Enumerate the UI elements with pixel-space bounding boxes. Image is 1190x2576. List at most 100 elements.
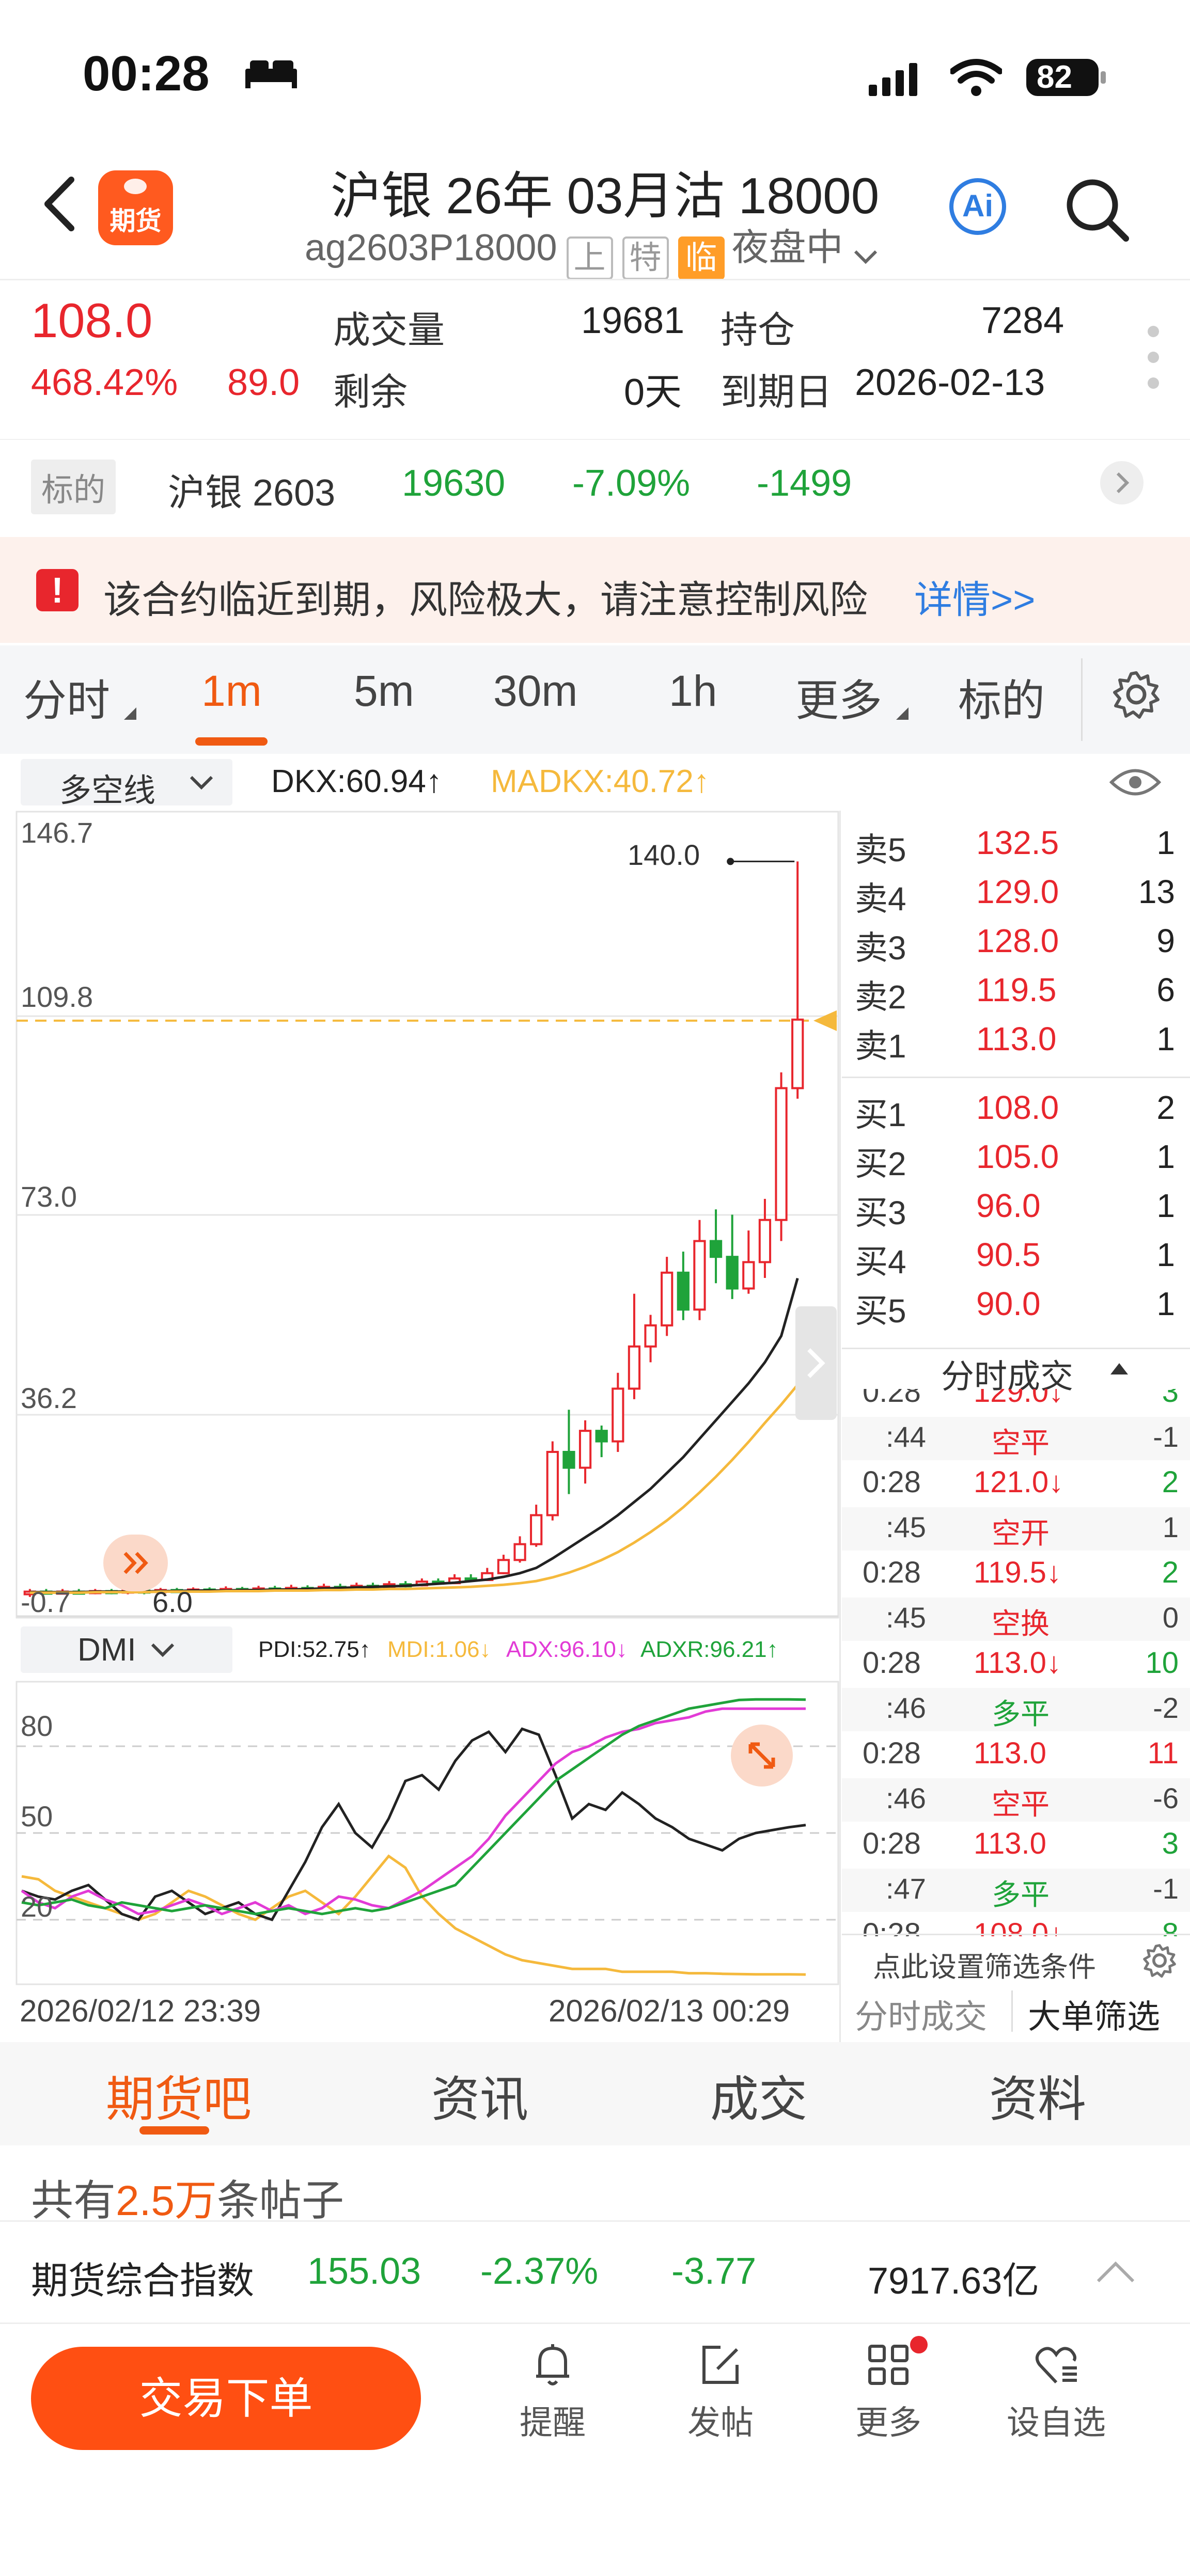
trade-price: 121.0↓ xyxy=(974,1465,1064,1499)
trade-qty: 10 xyxy=(1145,1646,1179,1680)
tab-large-orders[interactable]: 大单筛选 xyxy=(1028,1998,1160,2035)
corner-triangle-icon xyxy=(124,707,136,722)
trade-delta: -6 xyxy=(1153,1782,1179,1814)
trade-detail-bg xyxy=(842,1417,1190,1460)
trade-order-button[interactable]: 交易下单 xyxy=(31,2347,421,2450)
double-chevron-right-icon[interactable] xyxy=(103,1535,168,1591)
ask-row-5[interactable]: 卖5 132.5 1 xyxy=(855,824,1185,873)
bid-price: 96.0 xyxy=(976,1187,1041,1224)
tab-timeshare[interactable]: 分时 xyxy=(23,676,111,725)
dkx-value: DKX:60.94↑ xyxy=(271,764,442,799)
ask-qty: 13 xyxy=(1138,873,1175,910)
tab-1m[interactable]: 1m xyxy=(201,667,262,715)
adx-line xyxy=(21,1698,806,1916)
tab-forum[interactable]: 期货吧 xyxy=(106,2072,252,2126)
chevron-up-icon[interactable] xyxy=(1095,2261,1136,2286)
tab-profile[interactable]: 资料 xyxy=(989,2072,1087,2126)
dmi-chart[interactable] xyxy=(15,1681,839,1985)
adxr-line xyxy=(21,1727,806,1922)
candles xyxy=(23,861,804,1597)
indicator-selector[interactable]: 多空线 xyxy=(21,759,232,809)
trade-time: 0:28 xyxy=(863,1556,921,1589)
ask-price: 132.5 xyxy=(976,824,1059,861)
bid-row-2[interactable]: 买2 105.0 1 xyxy=(855,1137,1185,1187)
ask-qty: 6 xyxy=(1156,971,1175,1008)
dmi-selector[interactable]: DMI xyxy=(21,1626,232,1673)
ask-price: 113.0 xyxy=(976,1020,1057,1057)
index-pct: -2.37% xyxy=(480,2251,599,2292)
chevron-right-icon[interactable] xyxy=(1100,461,1144,504)
trade-qty: 2 xyxy=(1162,1556,1179,1589)
dmi-y80: 80 xyxy=(21,1710,53,1742)
tag-special: 特 xyxy=(622,236,669,280)
contract-subline[interactable]: ag2603P18000 上特临夜盘中 xyxy=(305,217,879,280)
tab-underlying[interactable]: 标的 xyxy=(958,676,1045,725)
candle-body xyxy=(677,1271,690,1311)
candlestick-chart[interactable] xyxy=(15,811,839,1619)
trade-time: 0:28 xyxy=(863,1917,921,1936)
more-vertical-icon[interactable] xyxy=(1146,324,1161,393)
underlying-row[interactable]: 标的 沪银 2603 19630 -7.09% -1499 xyxy=(0,441,1190,534)
tab-news[interactable]: 资讯 xyxy=(431,2072,529,2126)
underlying-name: 沪银 2603 xyxy=(168,472,336,514)
nav-remind[interactable]: 提醒 xyxy=(491,2339,615,2444)
nav-post[interactable]: 发帖 xyxy=(659,2339,782,2444)
tab-30m[interactable]: 30m xyxy=(493,667,578,715)
bid-row-3[interactable]: 买3 96.0 1 xyxy=(855,1187,1185,1236)
trade-detail-bg xyxy=(842,1507,1190,1551)
gear-icon[interactable] xyxy=(1141,1942,1178,1981)
trade-price: 108.0↓ xyxy=(974,1917,1064,1936)
bid-row-1[interactable]: 买1 108.0 2 xyxy=(855,1088,1185,1137)
candle-body xyxy=(775,1087,788,1221)
expand-icon[interactable] xyxy=(731,1725,793,1787)
candle-body xyxy=(791,1018,804,1089)
time-axis-end: 2026/02/13 00:29 xyxy=(549,1994,790,2028)
ask-row-2[interactable]: 卖2 119.5 6 xyxy=(855,971,1185,1020)
bid-row-4[interactable]: 买4 90.5 1 xyxy=(855,1236,1185,1285)
bid-price: 108.0 xyxy=(976,1089,1059,1126)
trade-qty: 3 xyxy=(1162,1827,1179,1860)
wifi-icon xyxy=(949,58,1003,100)
trade-type: 空开 xyxy=(992,1517,1050,1550)
session-status: 夜盘中 xyxy=(731,227,843,268)
gear-icon[interactable] xyxy=(1110,669,1162,723)
adx-value: ADX:96.10↓ xyxy=(506,1637,628,1662)
dmi-name: DMI xyxy=(77,1632,136,1668)
collapse-panel-handle[interactable] xyxy=(795,1306,837,1420)
tab-trades[interactable]: 分时成交 xyxy=(855,1998,987,2035)
trade-qty: 11 xyxy=(1147,1736,1179,1770)
trade-delta: 1 xyxy=(1162,1511,1179,1543)
bid-qty: 2 xyxy=(1156,1089,1175,1126)
warning-details-link[interactable]: 详情>> xyxy=(914,578,1036,621)
back-icon[interactable] xyxy=(41,176,77,235)
ask-row-3[interactable]: 卖3 128.0 9 xyxy=(855,922,1185,971)
tab-more[interactable]: 更多 xyxy=(795,676,883,725)
madkx-value: MADKX:40.72↑ xyxy=(491,764,710,799)
trades-list[interactable]: 0:28 129.0↓ 3:44 空平 -1 0:28 121.0↓ 2:45 空开 1 0:28 1… xyxy=(842,1389,1190,1936)
trades-title[interactable]: 分时成交 xyxy=(941,1358,1073,1395)
ask-label: 卖4 xyxy=(855,880,906,918)
bid-label: 买3 xyxy=(855,1194,906,1231)
ai-button[interactable]: Ai xyxy=(949,178,1006,235)
filter-hint[interactable]: 点此设置筛选条件 xyxy=(873,1952,1096,1983)
index-bar[interactable]: 期货综合指数 155.03 -2.37% -3.77 7917.63亿 xyxy=(0,2220,1190,2324)
nav-more[interactable]: 更多 xyxy=(826,2336,950,2444)
risk-warning-banner[interactable]: ! 该合约临近到期，风险极大，请注意控制风险 详情>> xyxy=(0,537,1190,643)
tab-5m[interactable]: 5m xyxy=(354,667,414,715)
nav-watchlist[interactable]: 设自选 xyxy=(994,2339,1118,2444)
trade-time: 0:28 xyxy=(863,1389,921,1409)
trade-type: 空平 xyxy=(992,1788,1050,1821)
bid-row-5[interactable]: 买5 90.0 1 xyxy=(855,1285,1185,1334)
tab-deals[interactable]: 成交 xyxy=(710,2072,808,2126)
bid-qty: 1 xyxy=(1156,1285,1175,1322)
ask-row-4[interactable]: 卖4 129.0 13 xyxy=(855,873,1185,922)
bid-price: 90.0 xyxy=(976,1285,1041,1322)
dmi-y20: 20 xyxy=(21,1890,53,1923)
search-icon[interactable] xyxy=(1064,177,1131,246)
tab-1h[interactable]: 1h xyxy=(669,667,717,715)
ask-row-1[interactable]: 卖1 113.0 1 xyxy=(855,1020,1185,1069)
trade-qty: 2 xyxy=(1162,1465,1179,1499)
eye-icon[interactable] xyxy=(1109,764,1162,803)
trade-time: 0:28 xyxy=(863,1736,921,1770)
posts-number: 2.5万 xyxy=(116,2177,217,2224)
